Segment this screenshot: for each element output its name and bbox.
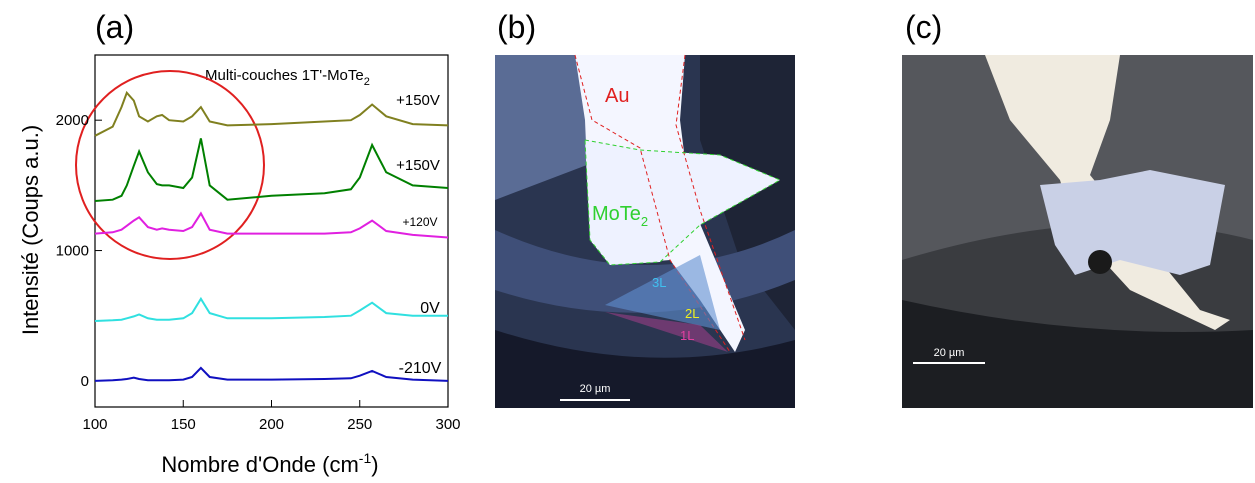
panel-label: (a) <box>95 9 134 45</box>
title-sub: 2 <box>364 76 370 88</box>
layer-label: 2L <box>685 306 699 321</box>
series-label: +150V <box>396 157 440 174</box>
scale-label: 20 µm <box>934 347 965 359</box>
x-title-text: Nombre d'Onde (cm <box>161 452 358 477</box>
layer-label: 3L <box>652 275 666 290</box>
micrograph-b <box>495 54 795 408</box>
series-label: 0V <box>420 300 440 317</box>
y-tick-label: 1000 <box>56 243 89 260</box>
micrograph-c <box>902 55 1253 408</box>
x-axis-title: Nombre d'Onde (cm-1) <box>161 450 378 477</box>
region-label: Au <box>605 85 629 107</box>
plot-frame <box>94 54 449 408</box>
x-title-end: ) <box>371 452 378 477</box>
series-label: +150V <box>396 92 440 109</box>
panel-label: (b) <box>497 9 536 45</box>
series-line <box>94 90 449 137</box>
mote-sub: 2 <box>641 214 648 229</box>
series-label: -210V <box>399 360 442 377</box>
series-line <box>94 211 449 239</box>
series-label: +120V <box>402 215 437 229</box>
title-text: Multi-couches 1T'-MoTe <box>205 67 364 84</box>
scale-label: 20 µm <box>580 383 611 395</box>
x-tick-label: 150 <box>171 416 196 433</box>
series-line <box>94 138 449 202</box>
mote-text: MoTe <box>592 203 641 225</box>
region-label: MoTe2 <box>592 203 648 229</box>
y-axis-title: Intensité (Coups a.u.) <box>18 125 43 335</box>
panel-label: (c) <box>905 9 942 45</box>
highlight-circle <box>75 70 265 260</box>
series-line <box>94 366 449 382</box>
chart-title: Multi-couches 1T'-MoTe2 <box>205 67 370 88</box>
x-tick-label: 250 <box>347 416 372 433</box>
series-line <box>94 296 448 322</box>
x-title-sup: -1 <box>359 450 372 466</box>
x-tick-label: 300 <box>435 416 460 433</box>
y-tick-label: 2000 <box>56 112 89 129</box>
layer-label: 1L <box>680 328 694 343</box>
x-tick-label: 200 <box>259 416 284 433</box>
y-tick-label: 0 <box>81 373 89 390</box>
x-tick-label: 100 <box>82 416 107 433</box>
